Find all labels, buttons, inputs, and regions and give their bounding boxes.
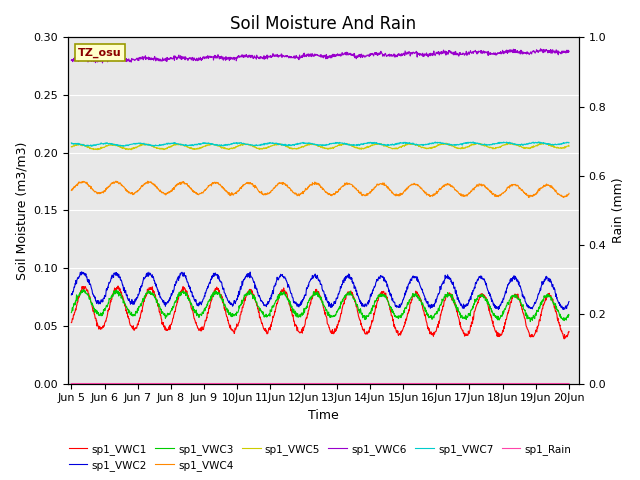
sp1_VWC5 xyxy=(406,140,413,146)
sp1_VWC7 xyxy=(565,140,573,145)
sp1_VWC5 xyxy=(565,144,573,149)
sp1_VWC2 xyxy=(463,303,470,309)
sp1_VWC4 xyxy=(506,182,514,188)
sp1_VWC3 xyxy=(79,287,87,292)
sp1_VWC7 xyxy=(234,140,242,146)
sp1_VWC5 xyxy=(507,141,515,147)
sp1_VWC4 xyxy=(67,188,75,193)
sp1_VWC1 xyxy=(234,323,242,329)
Legend: sp1_VWC1, sp1_VWC2, sp1_VWC3, sp1_VWC4, sp1_VWC5, sp1_VWC6, sp1_VWC7, sp1_Rain: sp1_VWC1, sp1_VWC2, sp1_VWC3, sp1_VWC4, … xyxy=(65,439,575,475)
Line: sp1_VWC5: sp1_VWC5 xyxy=(71,143,569,150)
Line: sp1_VWC1: sp1_VWC1 xyxy=(71,286,569,339)
sp1_VWC6 xyxy=(565,49,573,55)
sp1_VWC1 xyxy=(179,286,186,292)
sp1_VWC3 xyxy=(67,310,75,315)
sp1_VWC5 xyxy=(67,144,75,150)
sp1_VWC1 xyxy=(114,283,122,289)
sp1_VWC4 xyxy=(565,191,573,196)
sp1_VWC1 xyxy=(561,336,568,342)
sp1_Rain xyxy=(178,381,186,386)
sp1_VWC4 xyxy=(112,178,120,184)
sp1_VWC3 xyxy=(506,296,514,301)
sp1_VWC2 xyxy=(179,270,186,276)
sp1_VWC7 xyxy=(179,142,186,148)
sp1_VWC1 xyxy=(397,330,405,336)
sp1_Rain xyxy=(67,381,75,386)
sp1_VWC6 xyxy=(234,54,242,60)
sp1_VWC6 xyxy=(179,56,186,62)
sp1_VWC7 xyxy=(463,141,470,146)
sp1_VWC6 xyxy=(506,49,514,55)
sp1_VWC3 xyxy=(166,310,174,315)
sp1_VWC7 xyxy=(166,141,174,147)
sp1_VWC2 xyxy=(67,292,75,298)
sp1_VWC3 xyxy=(179,289,186,295)
sp1_VWC4 xyxy=(397,192,405,197)
sp1_VWC7 xyxy=(397,140,405,146)
sp1_VWC4 xyxy=(166,189,174,195)
sp1_VWC3 xyxy=(527,319,534,324)
sp1_VWC4 xyxy=(234,189,242,194)
sp1_Rain xyxy=(565,381,573,386)
Y-axis label: Rain (mm): Rain (mm) xyxy=(612,178,625,243)
sp1_VWC7 xyxy=(507,140,515,146)
sp1_VWC7 xyxy=(120,144,127,149)
sp1_VWC6 xyxy=(463,48,470,54)
sp1_VWC1 xyxy=(463,333,470,338)
sp1_VWC6 xyxy=(67,57,75,63)
sp1_VWC1 xyxy=(67,320,75,325)
X-axis label: Time: Time xyxy=(308,409,339,422)
sp1_VWC3 xyxy=(397,314,405,320)
sp1_VWC5 xyxy=(463,144,470,150)
sp1_VWC1 xyxy=(565,329,573,335)
sp1_VWC3 xyxy=(565,312,573,318)
sp1_VWC5 xyxy=(179,142,186,148)
sp1_VWC6 xyxy=(99,60,106,66)
Text: TZ_osu: TZ_osu xyxy=(78,48,122,58)
sp1_VWC3 xyxy=(463,317,470,323)
sp1_Rain xyxy=(397,381,404,386)
sp1_VWC5 xyxy=(127,147,135,153)
sp1_VWC6 xyxy=(397,51,405,57)
sp1_VWC2 xyxy=(234,294,242,300)
Y-axis label: Soil Moisture (m3/m3): Soil Moisture (m3/m3) xyxy=(15,141,28,280)
sp1_VWC4 xyxy=(560,194,568,200)
sp1_Rain xyxy=(234,381,241,386)
sp1_VWC7 xyxy=(469,139,477,145)
sp1_VWC2 xyxy=(559,307,567,312)
sp1_VWC6 xyxy=(537,46,545,52)
sp1_VWC6 xyxy=(166,55,174,60)
sp1_Rain xyxy=(506,381,514,386)
sp1_VWC2 xyxy=(78,269,86,275)
Line: sp1_VWC4: sp1_VWC4 xyxy=(71,181,569,197)
sp1_VWC5 xyxy=(234,143,242,148)
sp1_VWC5 xyxy=(397,144,405,150)
sp1_VWC4 xyxy=(463,192,470,198)
Line: sp1_VWC2: sp1_VWC2 xyxy=(71,272,569,310)
Title: Soil Moisture And Rain: Soil Moisture And Rain xyxy=(230,15,417,33)
Line: sp1_VWC6: sp1_VWC6 xyxy=(71,49,569,63)
sp1_VWC1 xyxy=(506,300,514,306)
sp1_VWC4 xyxy=(179,180,186,185)
sp1_VWC5 xyxy=(166,144,174,150)
sp1_VWC2 xyxy=(565,299,573,304)
Line: sp1_VWC7: sp1_VWC7 xyxy=(71,142,569,146)
sp1_VWC1 xyxy=(166,324,174,329)
Line: sp1_VWC3: sp1_VWC3 xyxy=(71,289,569,322)
sp1_VWC2 xyxy=(166,296,174,302)
sp1_VWC2 xyxy=(506,277,514,283)
sp1_VWC3 xyxy=(234,309,242,315)
sp1_VWC2 xyxy=(397,300,405,306)
sp1_Rain xyxy=(166,381,173,386)
sp1_VWC7 xyxy=(67,140,75,146)
sp1_Rain xyxy=(462,381,470,386)
